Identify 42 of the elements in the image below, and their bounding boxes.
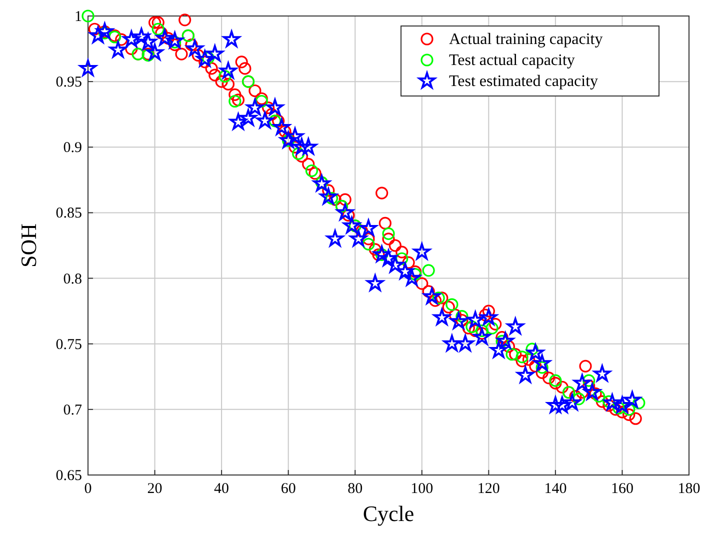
x-tick-label: 60 bbox=[280, 481, 296, 497]
point bbox=[305, 164, 318, 178]
x-axis-title: Cycle bbox=[362, 501, 414, 526]
x-tick-label: 40 bbox=[214, 481, 230, 497]
y-tick-label: 0.95 bbox=[56, 74, 82, 91]
x-tick-label: 180 bbox=[678, 481, 700, 497]
x-tick-label: 160 bbox=[610, 481, 634, 497]
point bbox=[446, 298, 458, 311]
point bbox=[152, 22, 164, 36]
x-tick-label: 100 bbox=[410, 481, 434, 497]
legend-label: Test actual capacity bbox=[449, 52, 575, 69]
point bbox=[516, 350, 528, 364]
point bbox=[549, 374, 562, 387]
x-tick-label: 20 bbox=[147, 481, 162, 497]
point bbox=[622, 403, 636, 416]
y-tick-label: 0.85 bbox=[56, 206, 82, 222]
y-tick-label: 1 bbox=[74, 9, 82, 25]
y-tick-label: 0.8 bbox=[63, 271, 82, 288]
point bbox=[382, 227, 395, 240]
x-tick-label: 80 bbox=[348, 481, 363, 497]
y-tick-label: 0.7 bbox=[63, 402, 82, 418]
point bbox=[466, 320, 478, 334]
point bbox=[432, 292, 445, 304]
x-tick-label: 140 bbox=[544, 481, 567, 497]
point bbox=[486, 322, 498, 334]
legend-label: Actual training capacity bbox=[449, 31, 603, 48]
point bbox=[362, 238, 375, 250]
x-tick-label: 0 bbox=[84, 481, 92, 497]
y-tick-label: 0.75 bbox=[56, 336, 82, 353]
point bbox=[268, 114, 282, 128]
point bbox=[82, 10, 94, 22]
point bbox=[506, 348, 518, 361]
point bbox=[422, 264, 435, 277]
point bbox=[592, 390, 606, 403]
legend-label: Test estimated capacity bbox=[449, 73, 598, 90]
x-tick-label: 120 bbox=[477, 481, 500, 497]
y-tick-label: 0.65 bbox=[56, 468, 82, 484]
point bbox=[582, 374, 596, 387]
point bbox=[292, 147, 305, 160]
point bbox=[228, 94, 242, 108]
y-tick-label: 0.9 bbox=[63, 140, 82, 156]
y-axis-title: SOH bbox=[16, 223, 41, 268]
